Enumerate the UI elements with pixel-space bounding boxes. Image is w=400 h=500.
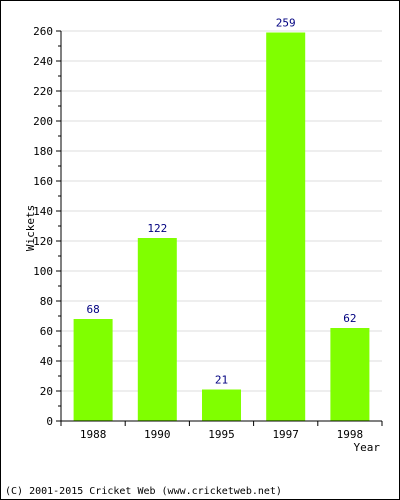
y-tick-labels: 0 20 40 60 80 100 120 140 160 180 200 220 240 260 (33, 25, 53, 428)
y-tick-label: 220 (33, 85, 53, 98)
y-tick-label: 60 (40, 325, 53, 338)
y-tick-label: 120 (33, 235, 53, 248)
bar-1997 (266, 32, 306, 421)
data-label-1990: 122 (147, 222, 167, 235)
bar-1988 (73, 319, 113, 421)
y-tick-label: 140 (33, 205, 53, 218)
y-tick-label: 160 (33, 175, 53, 188)
x-axis-label: Year (354, 441, 381, 454)
x-tick-label-1995: 1995 (208, 428, 235, 441)
x-tick-label-1988: 1988 (80, 428, 107, 441)
axes (56, 30, 383, 426)
gridlines (61, 30, 382, 392)
y-tick-label: 200 (33, 115, 53, 128)
y-axis-label: Wickets (24, 205, 37, 251)
y-tick-label: 100 (33, 265, 53, 278)
data-labels: 68 122 21 259 62 (86, 17, 356, 387)
data-label-1997: 259 (276, 17, 296, 30)
y-tick-label: 180 (33, 145, 53, 158)
y-tick-label: 0 (46, 415, 53, 428)
data-label-1998: 62 (343, 312, 356, 325)
copyright-footer: (C) 2001-2015 Cricket Web (www.cricketwe… (5, 486, 282, 497)
y-tick-label: 80 (40, 295, 53, 308)
bar-1998 (330, 328, 370, 421)
y-tick-label: 260 (33, 25, 53, 38)
x-tick-label-1998: 1998 (337, 428, 364, 441)
x-tick-label-1990: 1990 (144, 428, 171, 441)
y-tick-label: 20 (40, 385, 53, 398)
data-label-1988: 68 (86, 303, 99, 316)
data-label-1995: 21 (215, 374, 228, 387)
y-tick-label: 40 (40, 355, 53, 368)
bar-1990 (137, 238, 177, 421)
y-tick-label: 240 (33, 55, 53, 68)
x-tick-label-1997: 1997 (272, 428, 299, 441)
x-tick-labels: 1988 1990 1995 1997 1998 (80, 428, 363, 441)
bars (73, 32, 370, 421)
bar-1995 (202, 389, 241, 421)
